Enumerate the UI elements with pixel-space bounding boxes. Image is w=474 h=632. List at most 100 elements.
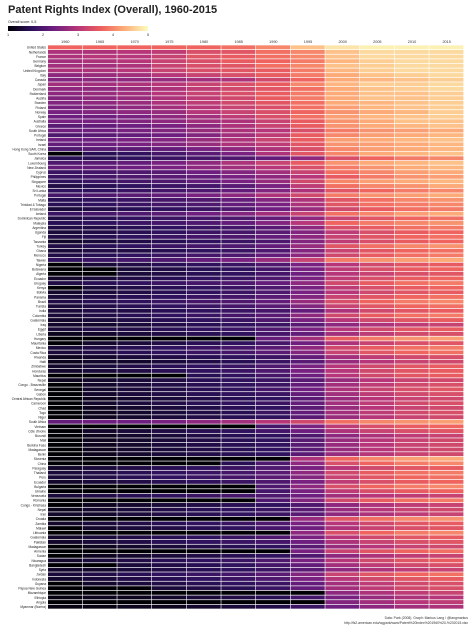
heat-cell	[394, 387, 429, 392]
heat-cell	[394, 299, 429, 304]
heat-cell	[360, 493, 395, 498]
heat-cell	[360, 498, 395, 503]
heat-cell	[186, 308, 221, 313]
heat-cell	[117, 581, 152, 586]
heat-cell	[256, 396, 291, 401]
heat-cell	[48, 244, 83, 249]
heat-cell	[152, 600, 187, 605]
heat-cell	[394, 73, 429, 78]
heat-cell	[117, 253, 152, 258]
heat-cell	[290, 516, 325, 521]
heat-cell	[429, 544, 464, 549]
heat-cell	[325, 142, 360, 147]
heat-cell	[394, 184, 429, 188]
heat-cell	[429, 364, 464, 369]
heat-cell	[221, 123, 256, 128]
row-label: Botswana	[32, 268, 46, 272]
heat-cell	[325, 373, 360, 378]
heat-cell	[360, 419, 395, 424]
heat-cell	[429, 91, 464, 96]
heat-cell	[82, 521, 117, 526]
heat-cell	[256, 600, 291, 605]
heat-cell	[394, 382, 429, 387]
row-label: Vietnam	[34, 425, 46, 429]
heat-cell	[221, 179, 256, 184]
heat-cell	[360, 401, 395, 406]
heat-cell	[256, 419, 291, 424]
heat-cell	[290, 452, 325, 457]
heat-cell	[152, 479, 187, 484]
heat-cell	[256, 318, 291, 323]
row-label: Nicaragua	[31, 559, 46, 563]
heat-cell	[429, 151, 464, 156]
heat-cell	[152, 567, 187, 572]
row-label: Gabon	[36, 392, 46, 396]
heat-cell	[152, 466, 187, 470]
heat-cell	[256, 350, 291, 355]
heat-cell	[152, 327, 187, 332]
heat-cell	[221, 216, 256, 221]
heat-cell	[48, 63, 83, 68]
heat-cell	[429, 294, 464, 299]
heat-cell	[290, 110, 325, 114]
heat-cell	[186, 327, 221, 332]
credit-source: Data: Park (2008). Graph: Markus Lang / …	[384, 616, 468, 620]
heat-cell	[290, 119, 325, 124]
heat-cell	[360, 336, 395, 341]
heat-cell	[429, 63, 464, 68]
heat-cell	[325, 54, 360, 59]
heat-cell	[394, 156, 429, 161]
heat-cell	[360, 59, 395, 64]
heat-cell	[325, 484, 360, 489]
heat-cell	[256, 313, 291, 318]
heat-cell	[394, 248, 429, 253]
heat-cell	[186, 493, 221, 498]
heat-cell	[394, 188, 429, 193]
heat-cell	[152, 558, 187, 563]
heat-cell	[394, 285, 429, 290]
heat-cell	[394, 170, 429, 175]
heat-cell	[48, 484, 83, 489]
heat-cell	[152, 258, 187, 262]
heat-cell	[256, 225, 291, 230]
heat-cell	[48, 461, 83, 466]
heat-cell	[360, 442, 395, 447]
heat-cell	[325, 382, 360, 387]
heat-cell	[256, 364, 291, 369]
heat-cell	[290, 493, 325, 498]
heat-cell	[429, 526, 464, 531]
heat-cell	[186, 424, 221, 429]
heat-cell	[429, 128, 464, 133]
heat-cell	[360, 276, 395, 281]
heat-cell	[152, 174, 187, 179]
heat-cell	[117, 378, 152, 383]
heat-cell	[186, 100, 221, 105]
row-label: Dominican Republic	[18, 217, 47, 221]
heat-cell	[325, 244, 360, 249]
heat-cell	[429, 86, 464, 91]
heat-cell	[117, 114, 152, 119]
heat-cell	[394, 516, 429, 521]
heat-cell	[290, 424, 325, 429]
heat-cell	[360, 258, 395, 262]
heat-cell	[117, 170, 152, 175]
heat-cell	[117, 73, 152, 78]
heat-cell	[290, 479, 325, 484]
heat-cell	[256, 165, 291, 170]
heat-cell	[429, 230, 464, 235]
heat-cell	[290, 63, 325, 68]
row-label: Germany	[33, 60, 47, 64]
heat-cell	[186, 202, 221, 207]
heat-cell	[325, 447, 360, 452]
heat-cell	[325, 86, 360, 91]
heat-cell	[117, 489, 152, 494]
row-label: Madagascar	[28, 448, 46, 452]
heat-cell	[186, 567, 221, 572]
heat-cell	[117, 572, 152, 577]
row-label: Argentina	[32, 226, 46, 230]
heat-cell	[186, 193, 221, 198]
heat-cell	[429, 281, 464, 286]
row-label: El Salvador	[30, 208, 47, 212]
row-label: Norway	[35, 110, 46, 114]
heat-cell	[186, 396, 221, 401]
